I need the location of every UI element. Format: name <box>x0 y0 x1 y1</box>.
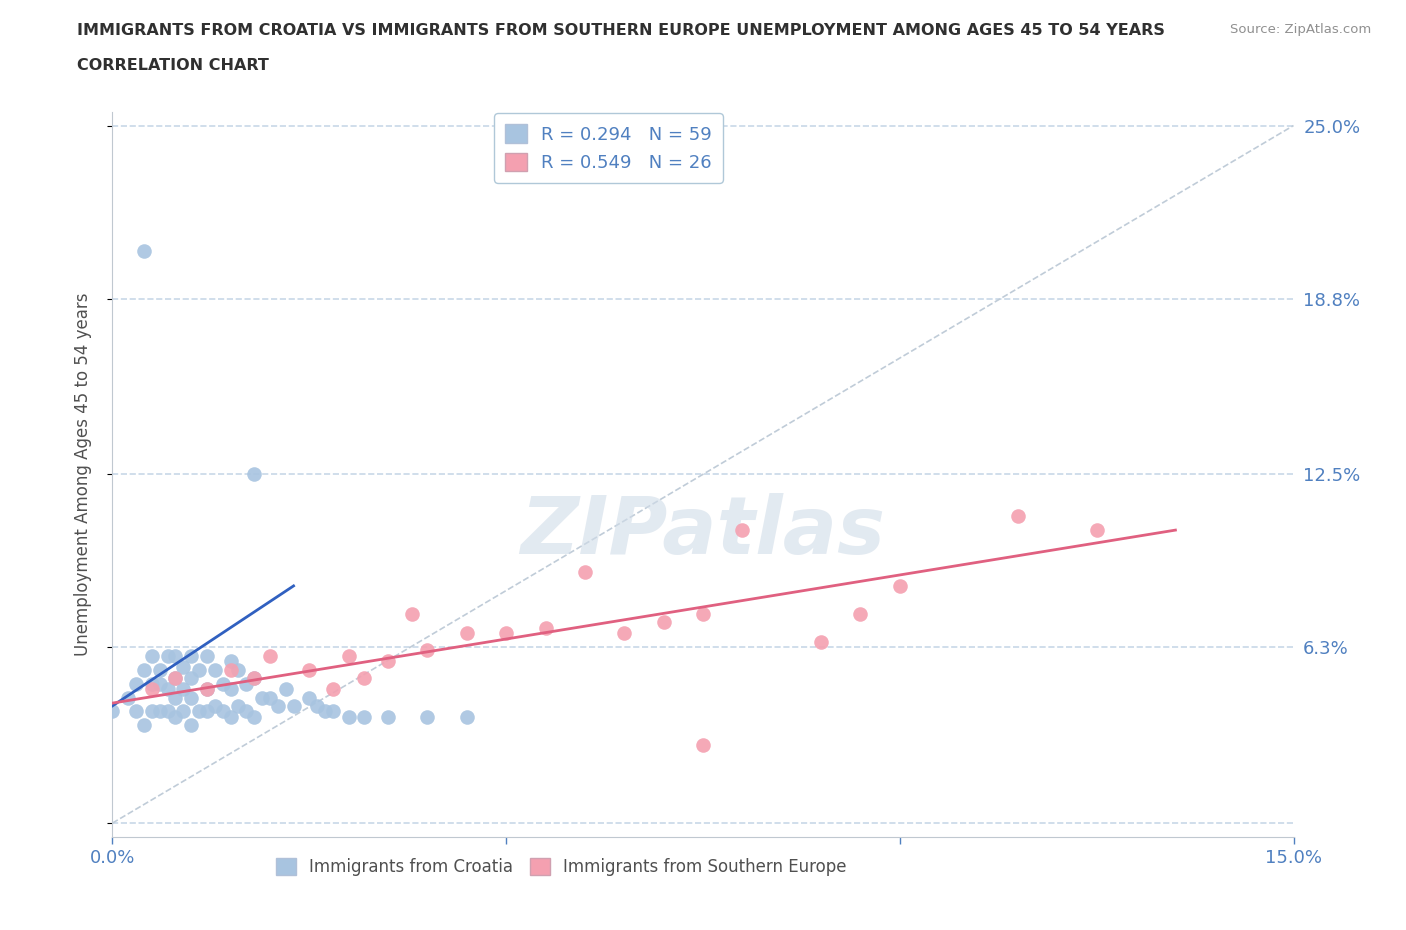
Point <box>219 710 242 724</box>
Point <box>117 690 139 705</box>
Point <box>180 690 202 705</box>
Point <box>132 662 155 677</box>
Point <box>132 244 155 259</box>
Point <box>889 578 911 593</box>
Point <box>243 710 266 724</box>
Point <box>172 704 194 719</box>
Point <box>180 718 202 733</box>
Point <box>125 704 148 719</box>
Point <box>456 710 478 724</box>
Point <box>243 467 266 482</box>
Point <box>180 648 202 663</box>
Text: ZIPatlas: ZIPatlas <box>520 493 886 571</box>
Text: IMMIGRANTS FROM CROATIA VS IMMIGRANTS FROM SOUTHERN EUROPE UNEMPLOYMENT AMONG AG: IMMIGRANTS FROM CROATIA VS IMMIGRANTS FR… <box>77 23 1166 38</box>
Point <box>322 682 344 697</box>
Point <box>219 682 242 697</box>
Point <box>165 671 187 685</box>
Point <box>228 662 250 677</box>
Point <box>267 698 290 713</box>
Point <box>1085 523 1108 538</box>
Point <box>377 710 399 724</box>
Point <box>165 690 187 705</box>
Point <box>219 662 242 677</box>
Legend: Immigrants from Croatia, Immigrants from Southern Europe: Immigrants from Croatia, Immigrants from… <box>269 852 853 883</box>
Point <box>156 682 179 697</box>
Point <box>377 654 399 669</box>
Point <box>849 606 872 621</box>
Point <box>810 634 832 649</box>
Point <box>101 704 124 719</box>
Point <box>307 698 329 713</box>
Point <box>180 671 202 685</box>
Point <box>274 682 297 697</box>
Point <box>652 615 675 630</box>
Point <box>141 704 163 719</box>
Point <box>692 737 714 752</box>
Point <box>125 676 148 691</box>
Point <box>298 662 321 677</box>
Point <box>692 606 714 621</box>
Point <box>172 659 194 674</box>
Point <box>401 606 423 621</box>
Point <box>228 698 250 713</box>
Text: CORRELATION CHART: CORRELATION CHART <box>77 58 269 73</box>
Point <box>731 523 754 538</box>
Point <box>165 710 187 724</box>
Y-axis label: Unemployment Among Ages 45 to 54 years: Unemployment Among Ages 45 to 54 years <box>73 293 91 656</box>
Point <box>259 648 281 663</box>
Point <box>165 648 187 663</box>
Point <box>337 648 360 663</box>
Point <box>132 718 155 733</box>
Point <box>298 690 321 705</box>
Point <box>495 626 517 641</box>
Point <box>1007 509 1029 524</box>
Point <box>416 710 439 724</box>
Point <box>195 648 218 663</box>
Point <box>243 671 266 685</box>
Text: Source: ZipAtlas.com: Source: ZipAtlas.com <box>1230 23 1371 36</box>
Point <box>235 676 257 691</box>
Point <box>613 626 636 641</box>
Point <box>235 704 257 719</box>
Point <box>204 698 226 713</box>
Point <box>259 690 281 705</box>
Point <box>188 704 211 719</box>
Point <box>353 671 375 685</box>
Point <box>314 704 336 719</box>
Point <box>141 682 163 697</box>
Point <box>250 690 273 705</box>
Point <box>156 648 179 663</box>
Point <box>141 676 163 691</box>
Point <box>165 671 187 685</box>
Point <box>195 682 218 697</box>
Point <box>534 620 557 635</box>
Point <box>353 710 375 724</box>
Point <box>211 676 233 691</box>
Point <box>204 662 226 677</box>
Point <box>211 704 233 719</box>
Point <box>149 704 172 719</box>
Point <box>172 682 194 697</box>
Point <box>283 698 305 713</box>
Point <box>156 704 179 719</box>
Point <box>337 710 360 724</box>
Point <box>141 648 163 663</box>
Point <box>149 676 172 691</box>
Point <box>195 704 218 719</box>
Point <box>456 626 478 641</box>
Point <box>322 704 344 719</box>
Point <box>195 682 218 697</box>
Point <box>188 662 211 677</box>
Point <box>243 671 266 685</box>
Point <box>416 643 439 658</box>
Point <box>574 565 596 579</box>
Point <box>219 654 242 669</box>
Point <box>149 662 172 677</box>
